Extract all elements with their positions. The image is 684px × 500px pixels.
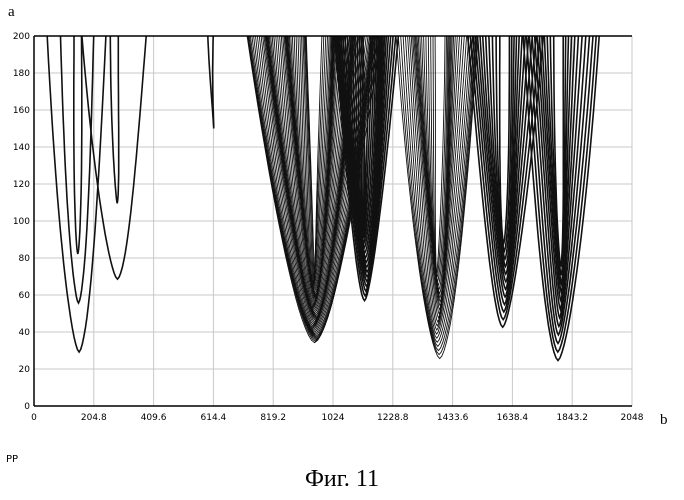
y-tick-label: 20 xyxy=(19,365,31,375)
x-tick-label: 409.6 xyxy=(141,413,167,423)
contour-group xyxy=(396,36,478,359)
contour-lines xyxy=(47,36,599,361)
y-tick-label: 200 xyxy=(13,32,30,42)
y-tick-label: 140 xyxy=(13,143,30,153)
x-tick-label: 204.8 xyxy=(81,413,107,423)
contour-line xyxy=(110,36,118,203)
contour-line xyxy=(61,36,94,303)
x-tick-label: 1843.2 xyxy=(556,413,588,423)
contour-line xyxy=(47,36,106,352)
y-tick-label: 80 xyxy=(19,254,31,264)
y-tick-label: 180 xyxy=(13,69,30,79)
x-tick-label: 2048 xyxy=(621,413,644,423)
x-tick-label: 0 xyxy=(31,413,37,423)
y-tick-label: 0 xyxy=(24,402,30,412)
y-tick-label: 160 xyxy=(13,106,30,116)
x-tick-label: 1433.6 xyxy=(437,413,469,423)
y-tick-label: 100 xyxy=(13,217,30,227)
y-tick-label: 60 xyxy=(19,291,31,301)
x-tick-label: 1228.8 xyxy=(377,413,409,423)
x-tick-label: 819.2 xyxy=(260,413,286,423)
y-tick-label: 120 xyxy=(13,180,30,190)
x-tick-label: 1024 xyxy=(322,413,345,423)
y-axis-label: a xyxy=(8,4,15,20)
figure-caption: Фиг. 11 xyxy=(0,466,684,493)
x-tick-label: 1638.4 xyxy=(497,413,529,423)
y-tick-label: 40 xyxy=(19,328,31,338)
contour-line xyxy=(208,36,214,129)
contour-group xyxy=(82,36,146,279)
contour-group xyxy=(523,36,599,361)
corner-label: PP xyxy=(6,454,18,465)
contour-group xyxy=(47,36,106,352)
x-tick-label: 614.4 xyxy=(201,413,227,423)
contour-group xyxy=(208,36,214,129)
x-axis-label: b xyxy=(660,412,668,428)
